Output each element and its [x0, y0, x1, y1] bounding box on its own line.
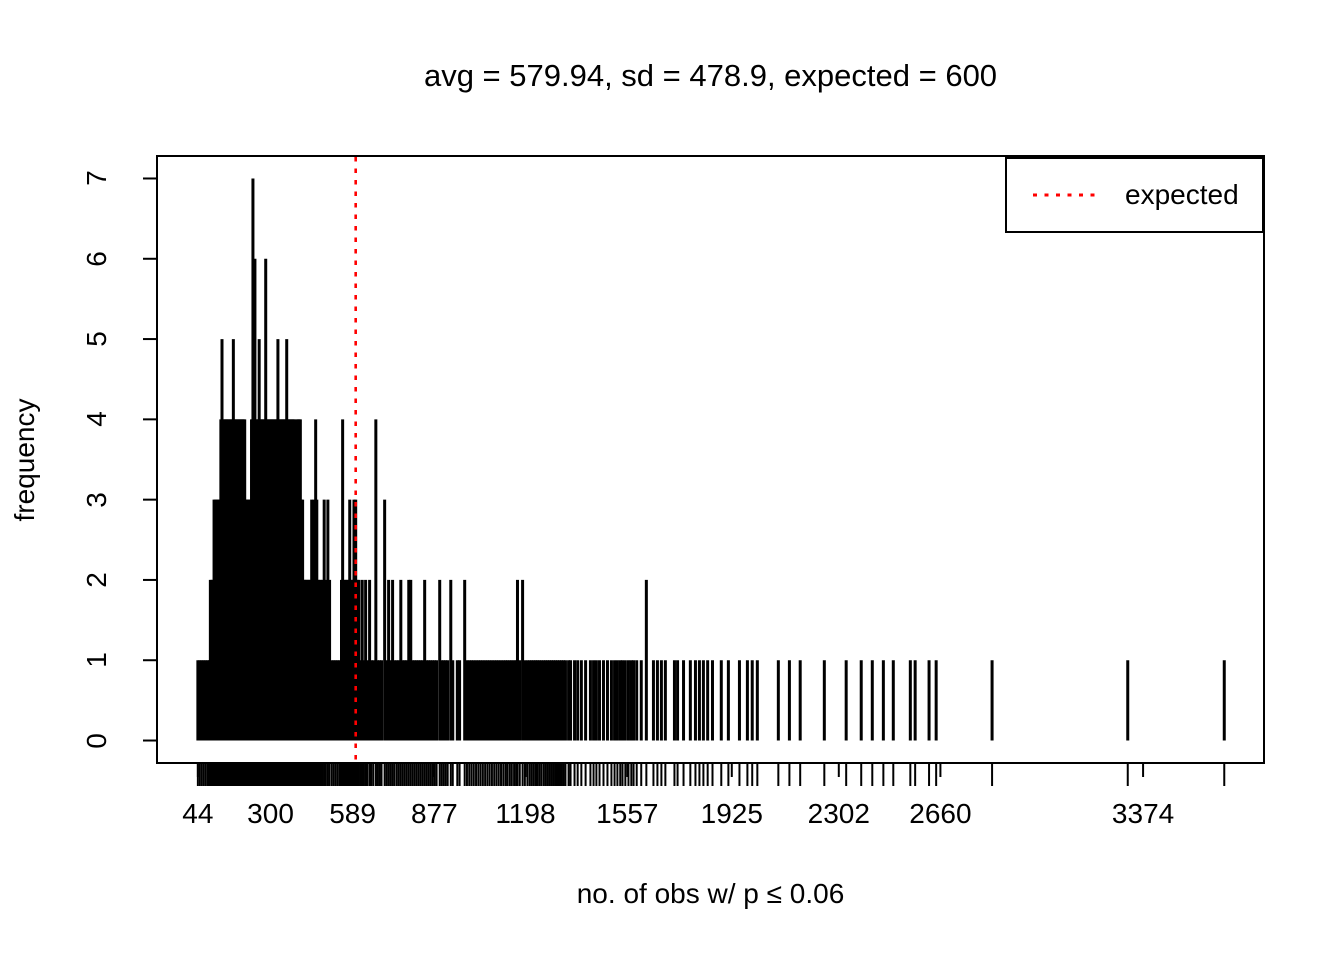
chart-title: avg = 579.94, sd = 478.9, expected = 600 [423, 58, 998, 93]
x-tick-label: 2302 [807, 798, 870, 829]
y-tick-label: 3 [81, 491, 112, 508]
legend: expected [1005, 157, 1264, 233]
y-axis-label: frequency [9, 398, 40, 522]
y-tick-label: 0 [81, 732, 112, 749]
legend-label: expected [1125, 179, 1239, 210]
x-axis-label: no. of obs w/ p ≤ 0.06 [576, 878, 845, 909]
y-tick-label: 4 [81, 411, 112, 428]
y-tick-label: 7 [81, 170, 112, 187]
legend-dotted-line-icon [1033, 193, 1101, 197]
y-tick-label: 1 [81, 652, 112, 669]
x-tick-label: 877 [410, 798, 458, 829]
plot-border [156, 155, 1265, 764]
x-tick-label: 589 [329, 798, 376, 829]
x-tick-label: 1925 [700, 798, 763, 829]
y-tick-label: 5 [81, 331, 112, 347]
x-tick-label: 3374 [1111, 798, 1175, 829]
x-tick-label: 44 [182, 798, 214, 829]
x-tick-label: 2660 [909, 798, 972, 829]
y-tick-label: 6 [81, 250, 112, 267]
x-tick-label: 300 [247, 798, 294, 829]
x-tick-label: 1198 [495, 798, 556, 829]
x-tick-label: 1557 [596, 798, 659, 829]
y-tick-label: 2 [81, 572, 112, 588]
